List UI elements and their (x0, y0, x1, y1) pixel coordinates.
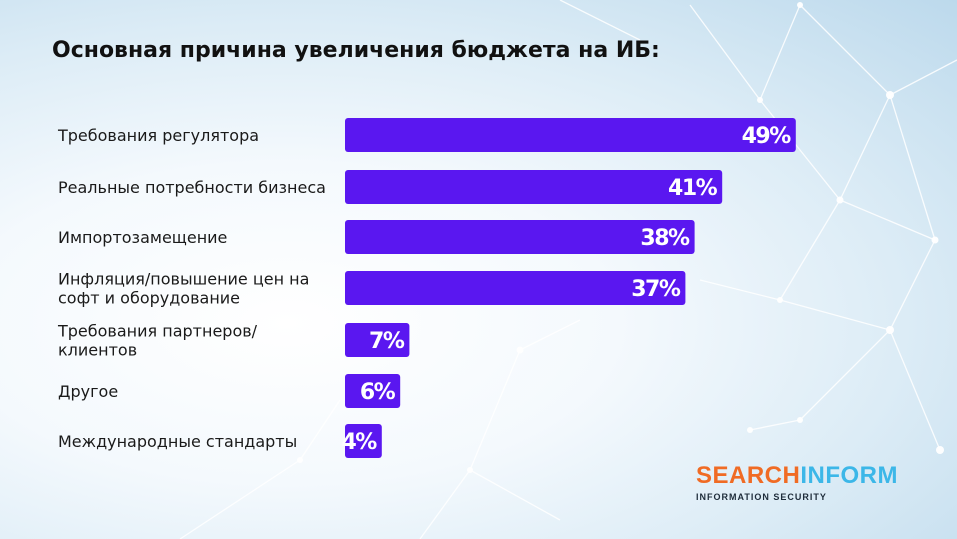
value-label: 38% (640, 226, 690, 251)
value-label: 6% (360, 380, 396, 405)
bar (345, 118, 796, 152)
bar (345, 374, 401, 408)
category-label: Реальные потребности бизнеса (58, 178, 326, 197)
bar (345, 170, 723, 204)
value-label: 4% (341, 430, 377, 455)
value-label: 7% (369, 329, 405, 354)
category-label: Инфляция/повышение цен на софт и оборудов… (58, 270, 309, 308)
logo-inform-text: INFORM (800, 462, 898, 489)
category-label: Требования партнеров/клиентов (57, 322, 258, 360)
bar (345, 424, 382, 458)
chart-title: Основная причина увеличения бюджета на И… (52, 38, 660, 63)
value-label: 49% (742, 124, 792, 149)
value-label: 37% (631, 277, 681, 302)
bar (345, 271, 686, 305)
value-label: 41% (668, 176, 718, 201)
logo-subtitle: INFORMATION SECURITY (696, 492, 827, 502)
bar (345, 220, 695, 254)
bar (345, 323, 410, 357)
category-label: Требования регулятора (57, 126, 259, 145)
category-label: Международные стандарты (58, 432, 297, 451)
logo-search-text: SEARCH (696, 462, 801, 489)
category-label: Импортозамещение (58, 228, 227, 247)
searchinform-logo: SEARCHINFORM INFORMATION SECURITY (696, 462, 898, 502)
logo-wordmark: SEARCHINFORM (696, 462, 898, 490)
category-label: Другое (58, 382, 118, 401)
